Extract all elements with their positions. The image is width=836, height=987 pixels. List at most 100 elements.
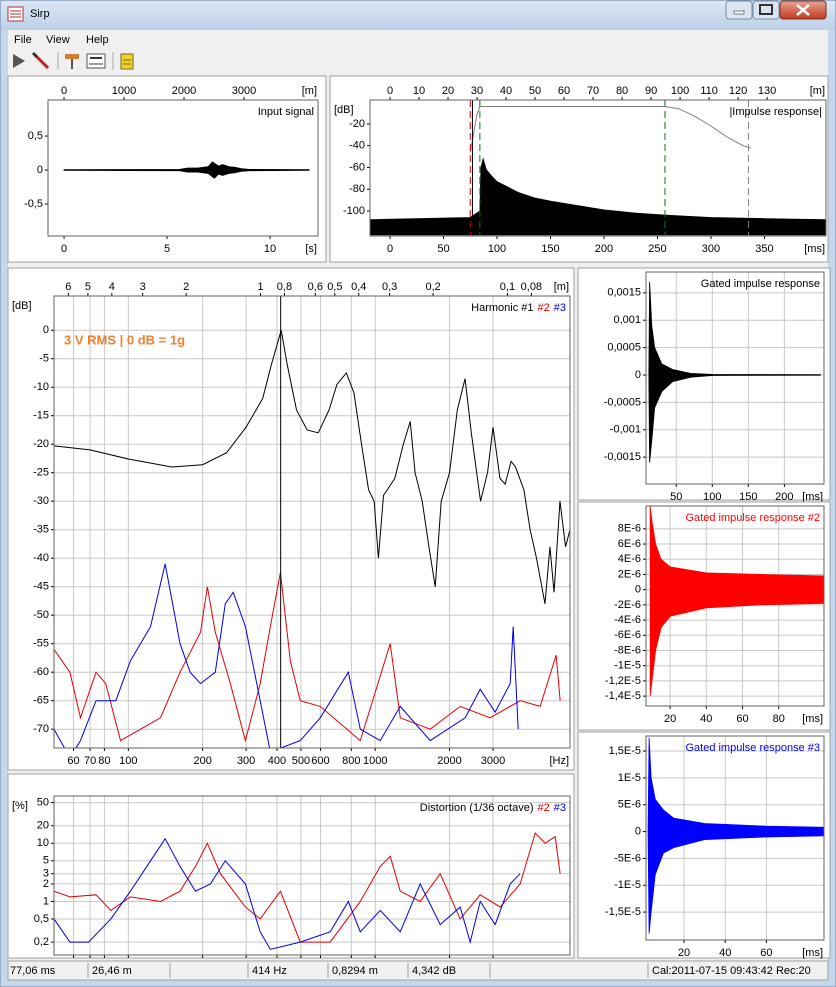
y-tick-label: -70 bbox=[33, 723, 49, 735]
top-tick-label: 40 bbox=[500, 85, 512, 97]
y-tick-label: -5 bbox=[39, 353, 49, 365]
plot-series bbox=[370, 106, 826, 236]
panel: 0 -5 -10 -15 -20 -25 -30 -35 -40 -45 -50 -55 -60 -65 -… bbox=[7, 267, 575, 771]
panel: 50 20 10 532 1 0,5 0,2 [%] Distortion (1/36 octa… bbox=[7, 773, 575, 959]
close-button[interactable] bbox=[779, 0, 827, 20]
panel-label: Gated impulse response #2 bbox=[685, 512, 820, 524]
y-tick-label: 5E-6 bbox=[618, 799, 641, 811]
marker-button[interactable] bbox=[65, 54, 79, 69]
series-line bbox=[54, 330, 570, 604]
panel-background bbox=[577, 267, 831, 501]
panel-legend: Gated impulse response #2 bbox=[685, 512, 820, 524]
clipboard-button[interactable] bbox=[120, 53, 134, 70]
x-tick-label: 0 bbox=[61, 243, 67, 255]
y-tick-label: 0,0005 bbox=[607, 342, 641, 354]
y-tick-label: -0,0005 bbox=[604, 396, 641, 408]
y-unit: [dB] bbox=[334, 104, 354, 116]
top-tick-label: 0 bbox=[387, 85, 393, 97]
top-tick-label: 70 bbox=[587, 85, 599, 97]
x-unit: [s] bbox=[305, 243, 317, 255]
y-tick-label: -0,001 bbox=[610, 424, 641, 436]
panel-label: Input signal bbox=[258, 106, 314, 118]
menu-item[interactable]: View bbox=[46, 34, 70, 46]
x-tick-label: 200 bbox=[595, 243, 613, 255]
toolbar bbox=[13, 51, 134, 70]
play-button[interactable] bbox=[13, 54, 25, 68]
y-tick-label: 0 bbox=[635, 825, 641, 837]
plot-series bbox=[54, 330, 570, 748]
top-tick-label: 0 bbox=[61, 85, 67, 97]
y-tick-label: 0,001 bbox=[613, 314, 641, 326]
x-tick-label: 40 bbox=[700, 713, 712, 725]
top-tick-label: 3000 bbox=[232, 85, 256, 97]
top-tick-label: 0,08 bbox=[521, 281, 542, 293]
y-tick-label: -10 bbox=[33, 381, 49, 393]
x-tick-label: 150 bbox=[739, 491, 757, 503]
y-tick-label: -30 bbox=[33, 495, 49, 507]
plot-series bbox=[63, 161, 310, 179]
y-tick-label: -0,0015 bbox=[604, 451, 641, 463]
top-tick-label: 1000 bbox=[112, 85, 136, 97]
signal-band bbox=[370, 157, 826, 236]
x-tick-label: 300 bbox=[237, 755, 255, 767]
panel: 0,0015 0,001 0,0005 0 -0,0005 -0,001 -0,0015 50… bbox=[577, 267, 831, 503]
panel: -20-40-60-80-1000 50 100 150 200 250 300 350 [ms… bbox=[329, 75, 829, 263]
menu-item[interactable]: Help bbox=[86, 34, 109, 46]
y-tick-label: 10 bbox=[37, 837, 49, 849]
menu-item[interactable]: File bbox=[14, 34, 32, 46]
plot-frame bbox=[645, 735, 825, 941]
x-tick-label: 350 bbox=[755, 243, 773, 255]
top-tick-label: 120 bbox=[729, 85, 747, 97]
maximize-button[interactable] bbox=[752, 0, 780, 20]
y-tick-label: 0 bbox=[635, 584, 641, 596]
top-tick-label: 5 bbox=[85, 281, 91, 293]
top-tick-label: 0,1 bbox=[500, 281, 515, 293]
y-tick-label: -80 bbox=[349, 183, 365, 195]
y-tick-label: 20 bbox=[37, 820, 49, 832]
y-tick-label: -15 bbox=[33, 410, 49, 422]
panel-background bbox=[577, 501, 831, 731]
wand-button[interactable] bbox=[31, 51, 50, 70]
x-tick-label: 200 bbox=[193, 755, 211, 767]
y-tick-label: -1,5E-5 bbox=[605, 906, 641, 918]
y-tick-label: -100 bbox=[343, 205, 365, 217]
y-tick-label: 0,0015 bbox=[607, 287, 641, 299]
top-tick-label: 6 bbox=[65, 281, 71, 293]
top-tick-label: 0,8 bbox=[277, 281, 292, 293]
legend-entry: #2 bbox=[538, 802, 550, 814]
legend-entry: #3 bbox=[554, 302, 566, 314]
y-tick-label: -1,4E-5 bbox=[605, 690, 641, 702]
top-tick-label: 0,6 bbox=[308, 281, 323, 293]
x-tick-label: 20 bbox=[664, 713, 676, 725]
panel-label: Gated impulse response bbox=[701, 278, 820, 290]
series-line bbox=[54, 563, 519, 748]
top-tick-label: 20 bbox=[442, 85, 454, 97]
minimize-button[interactable] bbox=[725, 0, 753, 20]
y-tick-label: 4E-6 bbox=[618, 553, 641, 565]
plot-frame bbox=[47, 99, 319, 237]
y-tick-label: -2E-6 bbox=[614, 599, 641, 611]
status-field: 0,8294 m bbox=[332, 965, 378, 977]
top-unit: [m] bbox=[554, 281, 569, 293]
signal-band bbox=[63, 161, 310, 179]
x-tick-label: 100 bbox=[488, 243, 506, 255]
y-tick-label: 2 bbox=[43, 878, 49, 890]
x-tick-label: 40 bbox=[719, 947, 731, 959]
top-tick-label: 50 bbox=[529, 85, 541, 97]
x-tick-label: 500 bbox=[292, 755, 310, 767]
panels: 0,50-0,50 5 10 [s]0 1000 2000 3000 [m]Input sig… bbox=[7, 75, 831, 959]
y-tick-label: -20 bbox=[349, 118, 365, 130]
y-tick-label: -5E-6 bbox=[614, 852, 641, 864]
x-tick-label: 300 bbox=[702, 243, 720, 255]
status-field: 77,06 ms bbox=[10, 965, 56, 977]
panel: 1,5E-5 1E-5 5E-6 0 -5E-6 -1E-5 -1,5E-5 20 40 60 [m… bbox=[577, 731, 831, 959]
x-tick-label: 3000 bbox=[481, 755, 505, 767]
top-tick-label: 3 bbox=[140, 281, 146, 293]
top-tick-label: 2 bbox=[183, 281, 189, 293]
y-tick-label: -1,2E-5 bbox=[605, 675, 641, 687]
panel-legend: |Impulse response| bbox=[729, 106, 822, 118]
panel-legend: Input signal bbox=[258, 106, 314, 118]
auto-button[interactable] bbox=[86, 53, 106, 69]
legend-entry: #3 bbox=[554, 802, 566, 814]
